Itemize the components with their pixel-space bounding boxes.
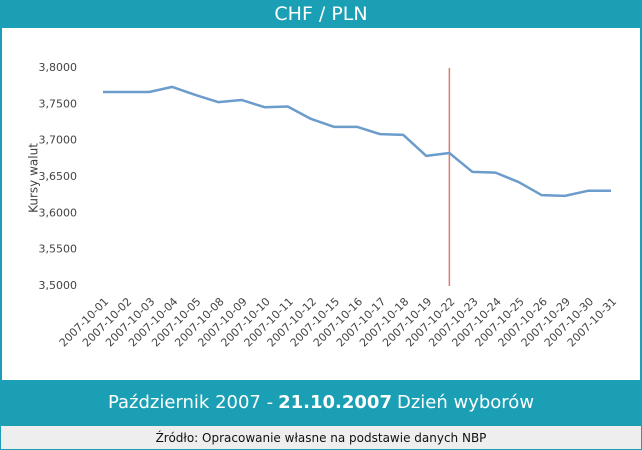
y-tick-label: 3,8000: [39, 61, 78, 74]
y-tick-label: 3,6000: [39, 206, 78, 219]
y-tick-label: 3,5500: [39, 243, 78, 256]
source: Źródło: Opracowanie własne na podstawie …: [0, 426, 642, 450]
y-tick-label: 3,5000: [39, 279, 78, 292]
y-tick-label: 3,7000: [39, 134, 78, 147]
caption-suffix: Dzień wyborów: [396, 392, 535, 413]
line: [103, 85, 611, 198]
caption-date: 21.10.2007: [278, 392, 392, 413]
caption: Październik 2007 -21.10.2007 Dzień wyboró…: [0, 380, 642, 426]
y-tick-label: 3,6500: [39, 170, 78, 183]
caption-prefix: Październik 2007 -: [107, 392, 274, 413]
y-axis-label: Kursy walut: [27, 143, 41, 213]
y-tick-label: 3,7500: [39, 97, 78, 110]
chart-title: CHF / PLN: [0, 0, 642, 28]
chart: Kursy walut 3,5000 3,5500 3,6000 3,6500 3,70…: [0, 28, 642, 380]
